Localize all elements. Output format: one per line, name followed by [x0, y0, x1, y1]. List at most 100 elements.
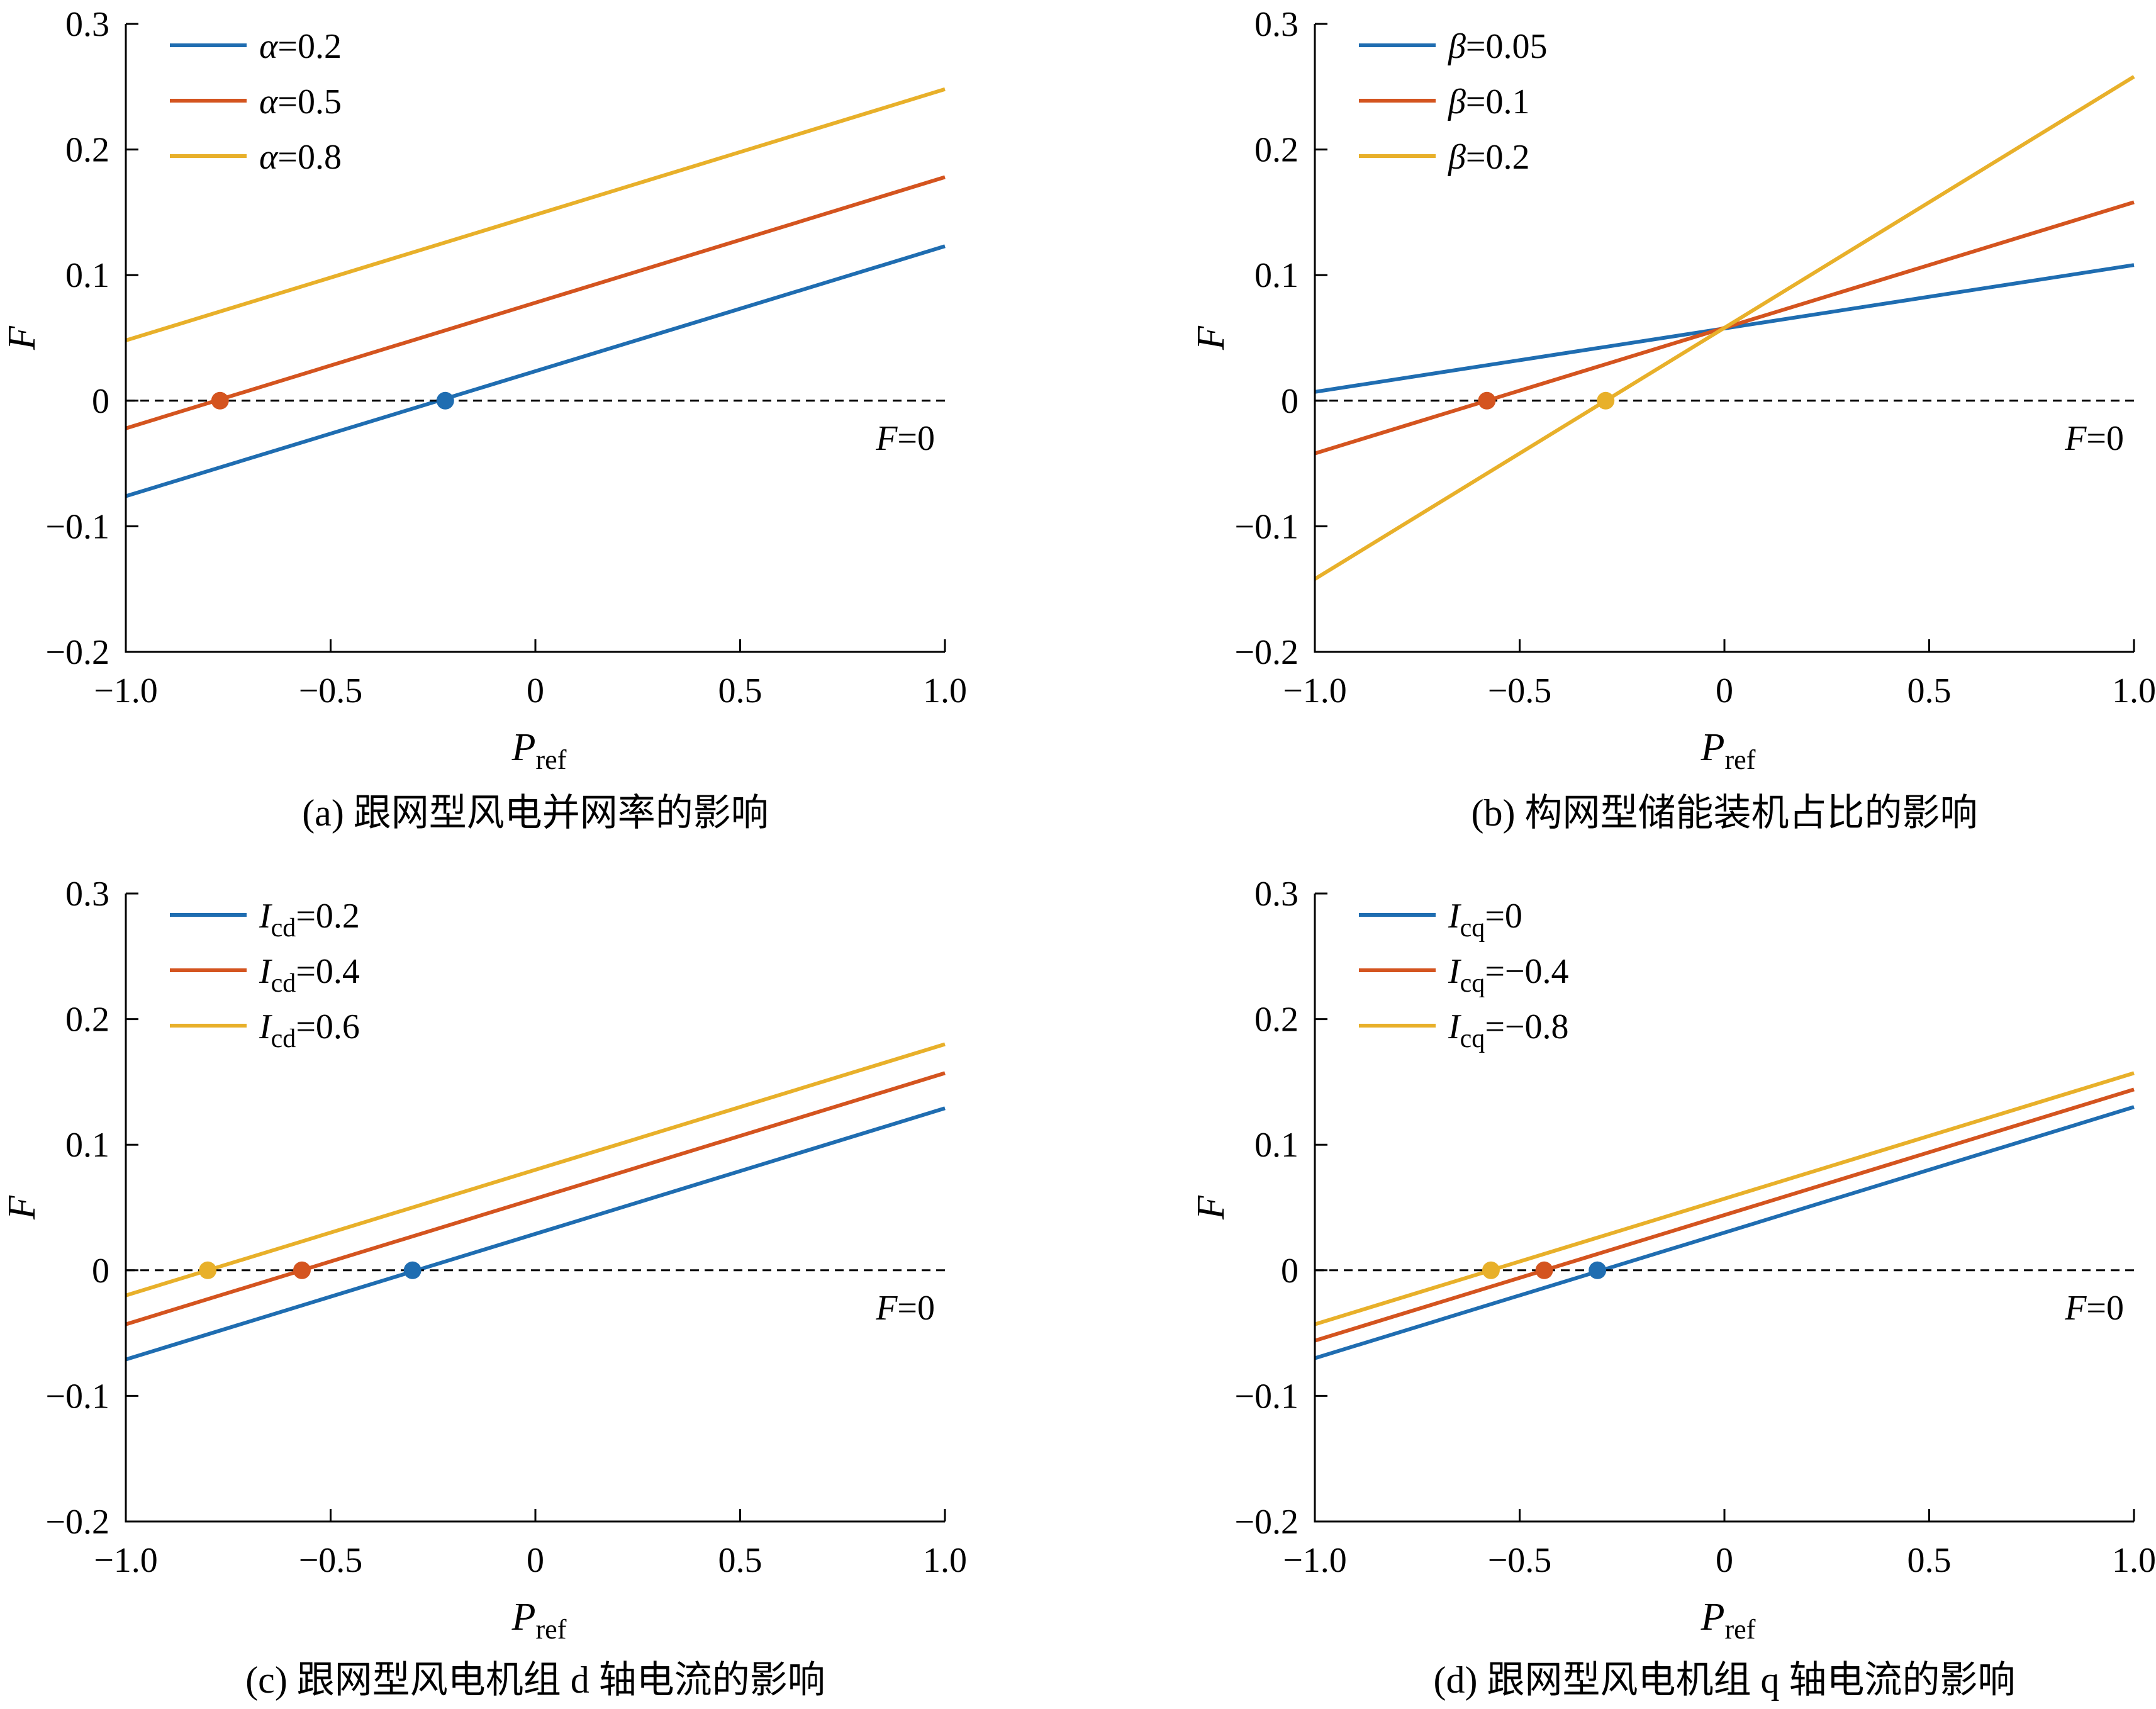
x-axis-label-subscript: ref	[536, 744, 567, 775]
legend-label-2: β=0.1	[1448, 82, 1529, 121]
legend-subscript: cd	[271, 1024, 296, 1053]
series-line-2	[125, 1071, 946, 1326]
reference-line-label-value: =0	[897, 1289, 935, 1328]
legend-symbol: β	[1448, 82, 1466, 121]
legend-value: =0.2	[1466, 138, 1530, 177]
legend-label-3: Icq=−0.8	[1448, 1007, 1568, 1053]
zero-crossing-point-1	[403, 1261, 422, 1279]
y-tick-label: −0.1	[45, 1377, 109, 1416]
legend-label-2: α=0.5	[259, 82, 342, 121]
x-tick-label: −1.0	[1283, 1541, 1347, 1580]
legend-value: =0.2	[296, 897, 360, 936]
legend-value: =−0.8	[1485, 1007, 1568, 1046]
legend-label-1: Icd=0.2	[259, 897, 360, 943]
legend-symbol: α	[259, 138, 279, 177]
x-tick-label: 0.5	[718, 671, 762, 710]
legend-subscript: cd	[271, 969, 296, 998]
series-lines	[1314, 75, 2135, 581]
x-tick-label: 1.0	[923, 671, 967, 710]
x-axis-label-symbol: P	[1701, 1596, 1725, 1639]
x-tick-label: −0.5	[299, 671, 363, 710]
y-tick-label: 0.1	[1254, 256, 1299, 295]
y-tick-label: 0.1	[1254, 1126, 1299, 1165]
legend-symbol: β	[1448, 27, 1466, 66]
legend-value: =0.4	[296, 952, 360, 991]
series-lines	[125, 87, 946, 498]
x-tick-label: −1.0	[94, 1541, 158, 1580]
x-tick-label: 0.5	[1907, 1541, 1952, 1580]
series-lines	[125, 1042, 946, 1362]
legend-symbol: I	[259, 952, 272, 991]
zero-crossing-point-2	[293, 1261, 311, 1279]
legend: α=0.2α=0.5α=0.8	[170, 27, 342, 177]
legend-value: =0	[1485, 897, 1522, 936]
series-line-1	[125, 244, 946, 498]
zero-crossing-point-1	[1589, 1261, 1607, 1279]
y-tick-label: −0.2	[1234, 633, 1299, 672]
panel-caption: (d) 跟网型风电机组 q 轴电流的影响	[1434, 1659, 2016, 1701]
y-tick-label: −0.1	[45, 507, 109, 546]
legend-label-1: β=0.05	[1448, 27, 1547, 66]
x-tick-label: 0.5	[1907, 671, 1952, 710]
legend: β=0.05β=0.1β=0.2	[1359, 27, 1547, 177]
x-tick-label: −1.0	[94, 671, 158, 710]
legend-symbol: I	[1448, 897, 1461, 936]
reference-line-label: F=0	[875, 419, 935, 458]
x-tick-label: 1.0	[923, 1541, 967, 1580]
legend-subscript: cq	[1460, 1024, 1485, 1053]
y-axis-label: F	[1190, 1195, 1232, 1220]
x-tick-label: 0.5	[718, 1541, 762, 1580]
chart-panel-a: −0.2−0.100.10.20.3−1.0 −0.5 0 0.5 1.0PrefFF=…	[1, 5, 967, 834]
y-tick-label: 0.3	[1254, 875, 1299, 914]
y-tick-label: 0	[92, 382, 109, 421]
y-tick-label: 0.2	[65, 1000, 109, 1039]
y-tick-label: 0.3	[65, 5, 109, 44]
legend-label-1: Icq=0	[1448, 897, 1522, 943]
zero-crossing-point-3	[1597, 391, 1615, 410]
legend-symbol: α	[259, 27, 279, 66]
legend-symbol: I	[259, 897, 272, 936]
legend-value: =0.1	[1466, 82, 1530, 121]
series-line-1	[125, 1106, 946, 1362]
y-tick-label: 0.1	[65, 256, 109, 295]
series-line-2	[1314, 1087, 2135, 1343]
y-axis-label: F	[1, 1195, 43, 1220]
series-line-3	[1314, 75, 2135, 581]
y-tick-label: 0.3	[65, 875, 109, 914]
x-axis-label: Pref	[1701, 726, 1756, 775]
legend-value: =−0.4	[1485, 952, 1568, 991]
x-axis-label-subscript: ref	[1725, 744, 1756, 775]
x-axis-label-symbol: P	[1701, 726, 1725, 769]
zero-crossing-point-2	[211, 391, 229, 410]
y-tick-label: −0.2	[45, 633, 109, 672]
zero-crossing-point-2	[1535, 1261, 1553, 1279]
legend-value: =0.2	[277, 27, 342, 66]
chart-panel-c: −0.2−0.100.10.20.3−1.0 −0.5 0 0.5 1.0PrefFF=…	[1, 875, 967, 1701]
legend-symbol: α	[259, 82, 279, 121]
legend-symbol: I	[1448, 1007, 1461, 1046]
y-tick-label: 0	[92, 1252, 109, 1291]
y-tick-label: 0	[1281, 382, 1299, 421]
series-line-3	[1314, 1071, 2135, 1326]
panel-caption: (a) 跟网型风电并网率的影响	[302, 792, 769, 834]
legend-value: =0.6	[296, 1007, 360, 1046]
x-tick-label: 1.0	[2112, 671, 2156, 710]
legend-label-2: Icd=0.4	[259, 952, 360, 998]
legend-label-3: α=0.8	[259, 138, 342, 177]
y-tick-label: 0.2	[1254, 131, 1299, 170]
chart-panel-d: −0.2−0.100.10.20.3−1.0 −0.5 0 0.5 1.0PrefFF=…	[1190, 875, 2156, 1701]
legend-label-1: α=0.2	[259, 27, 342, 66]
x-tick-label: 0	[1716, 1541, 1733, 1580]
y-axis-label: F	[1190, 325, 1232, 350]
y-tick-label: 0.3	[1254, 5, 1299, 44]
y-tick-label: −0.2	[1234, 1503, 1299, 1542]
reference-line-label-value: =0	[897, 419, 935, 458]
x-tick-label: −0.5	[299, 1541, 363, 1580]
legend-symbol: β	[1448, 138, 1466, 177]
x-axis-label-subscript: ref	[1725, 1614, 1756, 1645]
legend-value: =0.5	[277, 82, 342, 121]
y-tick-label: 0.1	[65, 1126, 109, 1165]
x-axis-label-symbol: P	[511, 726, 536, 769]
